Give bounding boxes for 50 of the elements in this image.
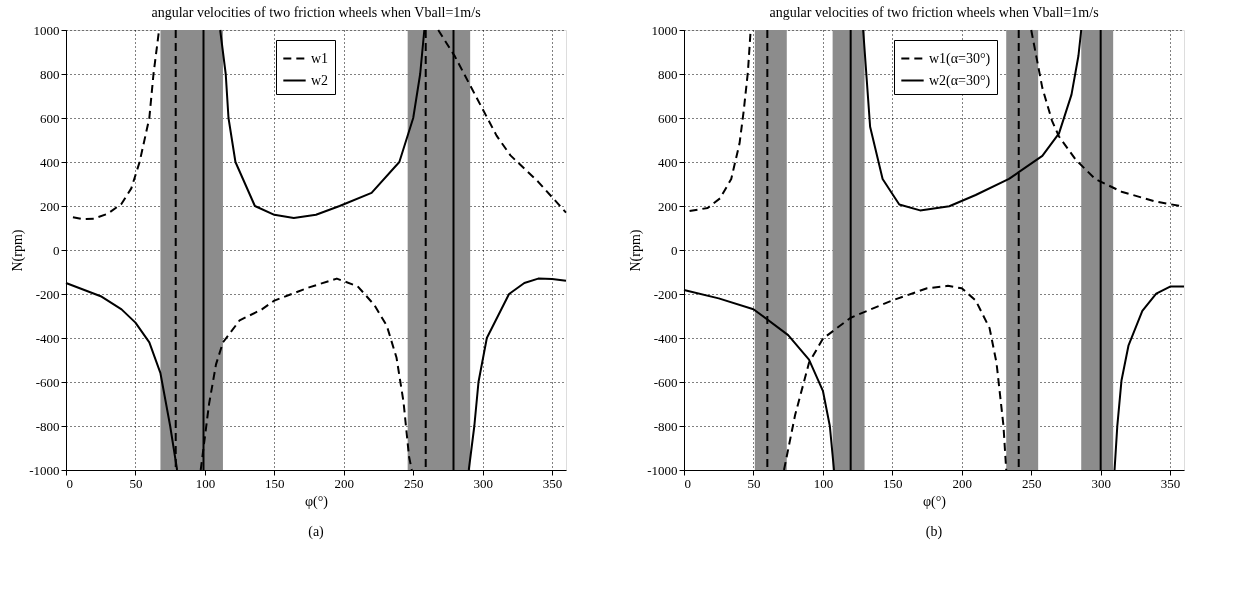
x-tick-label: 250 [1021, 475, 1042, 491]
y-tick-label: -600 [653, 374, 678, 390]
y-tick-label: 600 [658, 110, 678, 126]
y-tick-label: 800 [658, 66, 678, 82]
x-tick-label: 300 [473, 475, 493, 491]
y-tick-label: -800 [35, 418, 60, 434]
y-tick-label: 200 [658, 198, 678, 214]
y-axis-title: N(rpm) [10, 229, 27, 272]
text: (b) [925, 524, 943, 540]
y-tick-label: 600 [40, 110, 60, 126]
x-tick-label: 200 [334, 475, 355, 491]
y-tick-label: 400 [40, 154, 60, 170]
x-tick-label: 350 [542, 475, 563, 491]
y-tick-label: 200 [40, 198, 60, 214]
y-tick-label: -1000 [647, 462, 678, 478]
x-tick-label: 100 [813, 475, 834, 491]
y-tick-label: 0 [671, 242, 678, 258]
legend-label: w2 [311, 72, 329, 88]
chart-title: angular velocities of two friction wheels when Vball=1m/s [151, 5, 481, 20]
x-tick-label: 50 [747, 475, 761, 491]
chart-title: angular velocities of two friction wheels when Vball=1m/s [769, 5, 1099, 20]
x-tick-label: 200 [952, 475, 973, 491]
y-tick-label: -200 [35, 286, 60, 302]
legend-label: w1(α=30°) [929, 50, 991, 67]
x-tick-label: 100 [195, 475, 216, 491]
x-tick-label: 350 [1160, 475, 1181, 491]
legend-label: w2(α=30°) [929, 72, 991, 89]
y-tick-label: -400 [35, 330, 60, 346]
x-axis-title: φ(°) [922, 493, 947, 510]
x-tick-label: 150 [265, 475, 285, 491]
y-tick-label: 1000 [651, 22, 678, 38]
legend-label: w1 [311, 50, 329, 66]
y-tick-label: 400 [658, 154, 678, 170]
x-axis-title: φ(°) [304, 493, 329, 510]
y-tick-label: -800 [653, 418, 678, 434]
x-tick-label: 50 [129, 475, 143, 491]
y-tick-label: 0 [53, 242, 60, 258]
x-tick-label: 150 [883, 475, 903, 491]
x-tick-label: 0 [684, 475, 691, 491]
x-tick-label: 300 [1091, 475, 1111, 491]
y-tick-label: 800 [40, 66, 60, 82]
x-tick-label: 0 [66, 475, 73, 491]
y-tick-label: -600 [35, 374, 60, 390]
y-axis-title: N(rpm) [628, 229, 645, 272]
text: (a) [308, 524, 325, 540]
y-tick-label: 1000 [33, 22, 60, 38]
x-tick-label: 250 [403, 475, 424, 491]
y-tick-label: -200 [653, 286, 678, 302]
y-tick-label: -1000 [29, 462, 60, 478]
y-tick-label: -400 [653, 330, 678, 346]
